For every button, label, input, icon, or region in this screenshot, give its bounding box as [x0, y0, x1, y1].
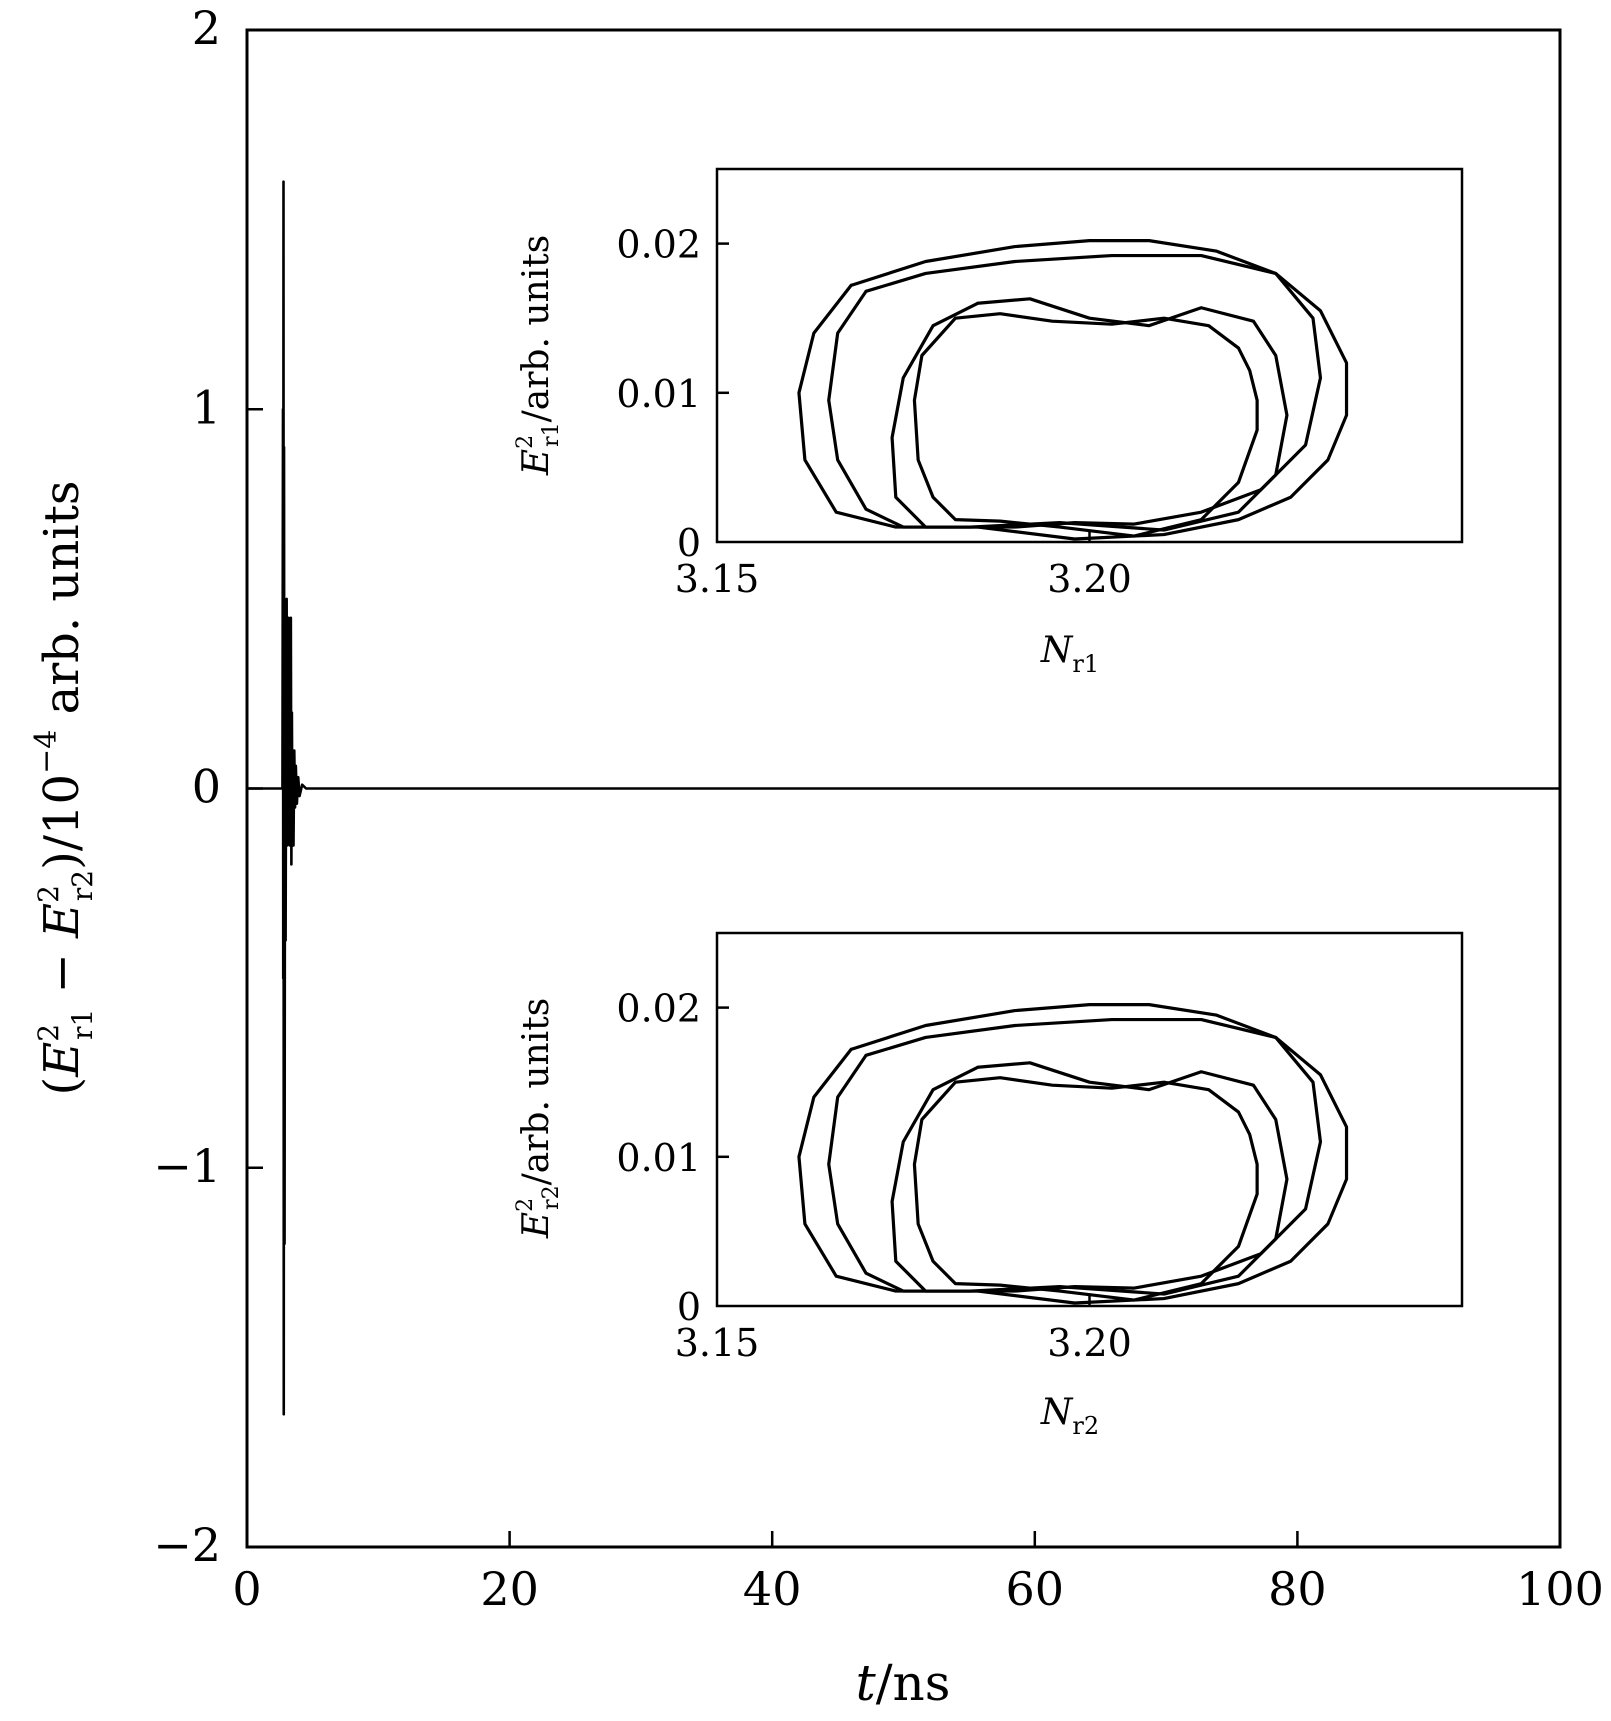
x-tick-label: 3.15 — [675, 1321, 760, 1365]
main-series-line-1 — [245, 180, 1562, 1416]
inset-bottom-series — [797, 1003, 1349, 1305]
inset-top-series — [797, 239, 1349, 541]
x-tick-label: 0 — [232, 1562, 261, 1616]
y-tick-label: 0.01 — [616, 1136, 701, 1180]
x-tick-label: 40 — [743, 1562, 802, 1616]
main-y-close: )/10 — [34, 774, 90, 870]
main-x-axis-label: t/ns — [856, 1654, 951, 1712]
inset-bottom-x-var: N — [1040, 1392, 1074, 1433]
main-y-sub2: r2 — [66, 870, 99, 901]
x-tick-label: 3.15 — [675, 557, 760, 601]
inset-bottom-series-line-4 — [797, 1003, 1349, 1305]
inset-bottom-y-tail: /arb. units — [516, 998, 557, 1186]
inset-top-frame — [715, 167, 1464, 544]
main-y-sup2: 2 — [32, 885, 65, 903]
inset-top-y-sup: 2 — [513, 435, 538, 449]
inset-top-series-line-4 — [797, 239, 1349, 541]
main-y-e2: E — [34, 903, 90, 939]
y-tick-label: 0 — [677, 1285, 701, 1329]
y-tick-label: 0.02 — [616, 223, 701, 267]
main-y-open: ( — [34, 1077, 90, 1096]
main-y-tail: arb. units — [34, 480, 90, 729]
inset-bottom-y-sub: r2 — [539, 1185, 564, 1210]
y-tick-label: 0 — [677, 521, 701, 565]
x-tick-label: 100 — [1516, 1562, 1604, 1616]
inset-bottom-y-axis-label: E2r2/arb. units — [513, 998, 564, 1239]
main-x-unit: /ns — [876, 1654, 951, 1712]
x-tick-label: 20 — [480, 1562, 539, 1616]
x-tick-label: 80 — [1268, 1562, 1327, 1616]
y-tick-label: 2 — [192, 1, 221, 55]
y-tick-label: −1 — [153, 1139, 221, 1193]
inset-top-x-axis-label: Nr1 — [1040, 630, 1099, 678]
inset-top-x-var: N — [1040, 630, 1074, 671]
inset-top-y-axis-label: E2r1/arb. units — [513, 235, 564, 476]
main-y-e1: E — [34, 1042, 90, 1078]
x-tick-label: 3.20 — [1047, 557, 1132, 601]
y-tick-label: 1 — [192, 380, 221, 434]
y-tick-label: 0.02 — [616, 987, 701, 1031]
inset-top-y-tail: /arb. units — [516, 235, 557, 423]
inset-top-x-sub: r1 — [1072, 650, 1099, 678]
inset-bottom-ticks: 3.15 3.20 0 0.01 0.02 — [616, 987, 1131, 1365]
inset-bottom-series-line-2 — [890, 1061, 1289, 1296]
inset-bottom-series-line-3 — [827, 1017, 1323, 1293]
inset-top-series-line-3 — [827, 253, 1323, 529]
main-y-minus: − — [34, 938, 90, 1009]
inset-top-y-sub: r1 — [539, 422, 564, 447]
main-y-sub1: r1 — [66, 1009, 99, 1040]
inset-bottom-y-var: E — [516, 1212, 557, 1239]
inset-bottom-x-axis-label: Nr2 — [1040, 1392, 1099, 1440]
y-tick-label: 0.01 — [616, 372, 701, 416]
main-x-var: t — [856, 1654, 877, 1712]
inset-top-ticks: 3.15 3.20 0 0.01 0.02 — [616, 223, 1131, 601]
inset-bottom-y-sup: 2 — [513, 1198, 538, 1212]
main-y-axis-label: (E2r1 − E2r2)/10−4 arb. units — [29, 480, 99, 1095]
main-y-sup1: 2 — [32, 1024, 65, 1042]
y-tick-label: −2 — [153, 1518, 221, 1572]
y-tick-label: 0 — [192, 760, 221, 814]
inset-bottom-x-sub: r2 — [1072, 1412, 1099, 1440]
x-tick-label: 60 — [1006, 1562, 1065, 1616]
inset-bottom-frame — [715, 931, 1464, 1308]
main-y-exp: −4 — [29, 730, 64, 774]
inset-top-series-line-2 — [890, 297, 1289, 532]
inset-top-y-var: E — [516, 449, 557, 476]
main-series — [245, 180, 1562, 1416]
x-tick-label: 3.20 — [1047, 1321, 1132, 1365]
